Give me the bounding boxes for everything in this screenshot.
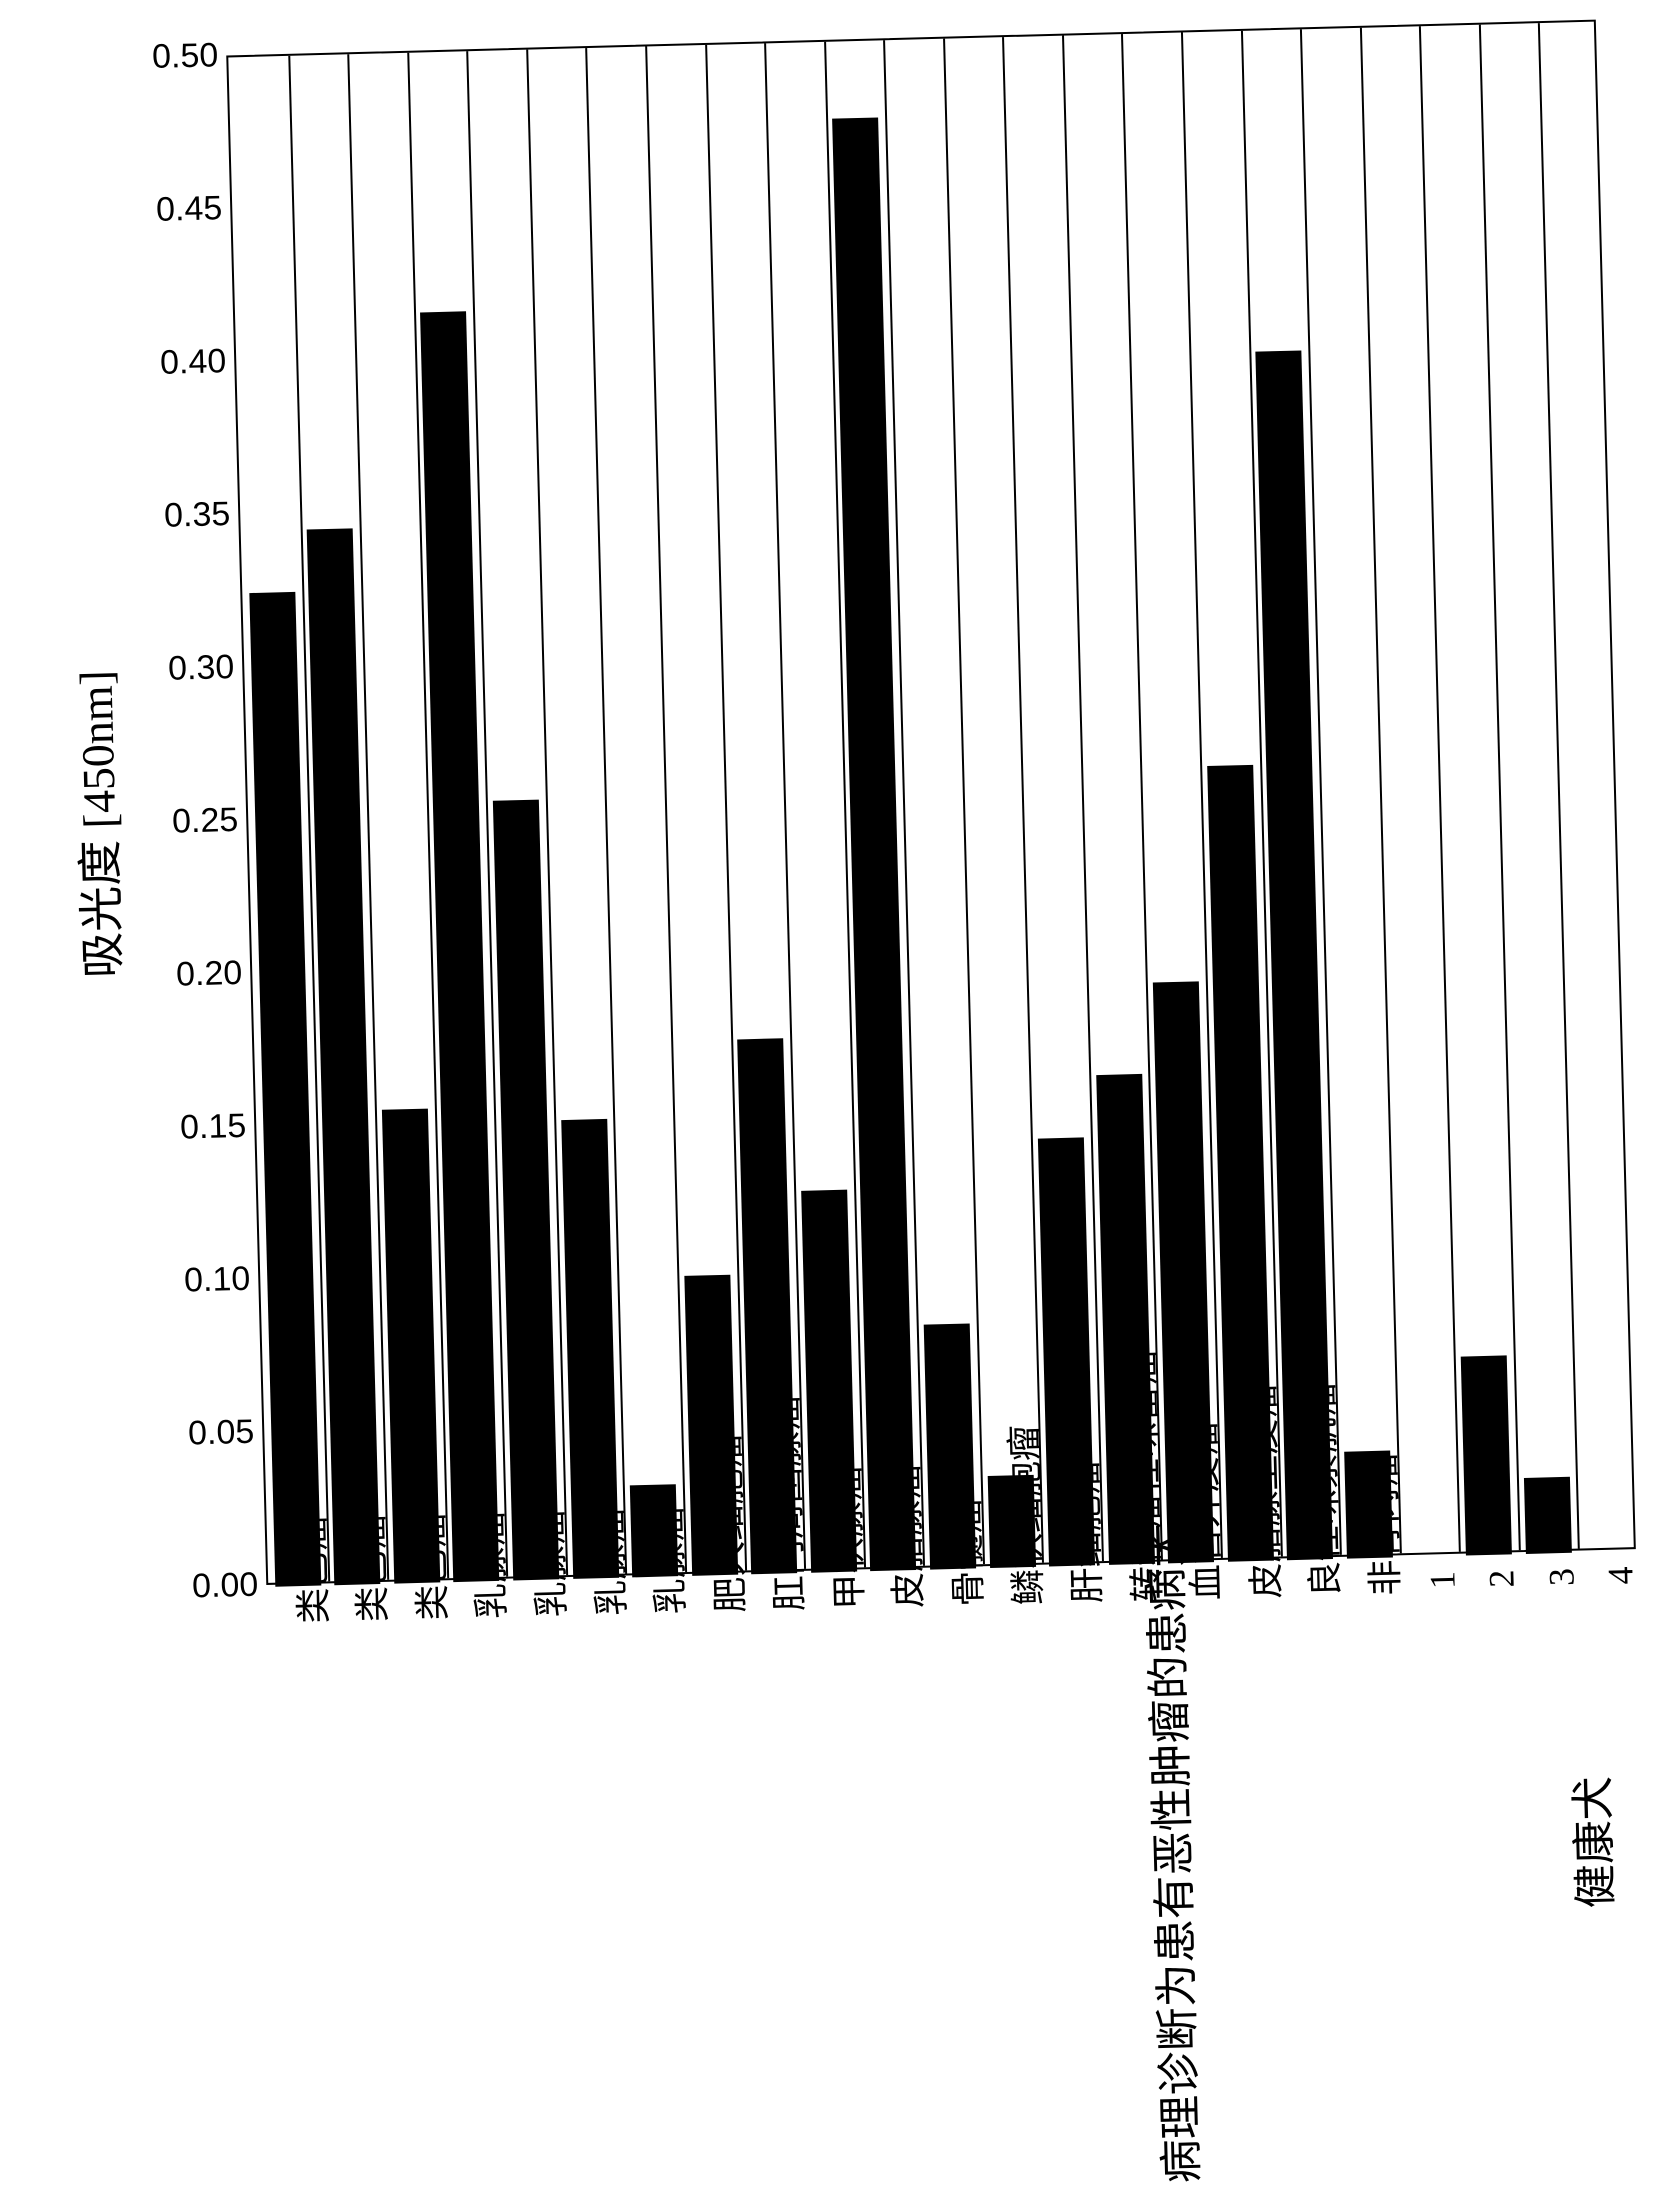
category-label: 皮脂腺上皮瘤 [1232, 1382, 1290, 1599]
axis-tick-label: 0.10 [184, 1260, 251, 1301]
category-separator [1479, 25, 1521, 1551]
category-label: 2 [1480, 1569, 1522, 1588]
category-separator [1360, 28, 1402, 1554]
category-label: 鳞状细胞瘤 [995, 1424, 1052, 1605]
category-separator [1002, 37, 1044, 1563]
category-label: 肝细胞瘤 [1055, 1459, 1111, 1604]
category-label: 非骨肉瘤 [1353, 1451, 1409, 1596]
category-label: 乳腺癌 [520, 1509, 575, 1618]
category-label: 甲状腺癌 [817, 1465, 873, 1610]
axis-tick-label: 0.35 [164, 495, 231, 536]
group-label: 病理诊断为患有恶性肿瘤的患病犬 [1129, 1523, 1210, 2184]
axis-tick-label: 0.45 [156, 189, 223, 230]
axis-tick-label: 0.50 [152, 36, 219, 77]
axis-tick-label: 0.00 [192, 1566, 259, 1607]
category-label: 乳腺癌 [640, 1506, 695, 1615]
category-label: 类巴癌 [342, 1514, 397, 1623]
plot-box [226, 20, 1636, 1585]
category-label: 骨髓癌 [937, 1498, 992, 1607]
axis-tick-label: 0.25 [172, 801, 239, 842]
category-label: 3 [1540, 1568, 1582, 1587]
category-label: 肥大细胞瘤 [697, 1432, 754, 1613]
axis-tick-label: 0.30 [168, 648, 235, 689]
bar [307, 529, 381, 1586]
axis-tick-label: 0.05 [188, 1413, 255, 1454]
axis-tick-label: 0.40 [160, 342, 227, 383]
category-label: 类巴癌 [282, 1515, 337, 1624]
category-label: 类巴癌 [401, 1512, 456, 1621]
category-separator [1419, 26, 1461, 1552]
category-label: 良性味素肌瘤 [1292, 1381, 1350, 1598]
bar [1585, 1551, 1631, 1552]
axis-tick-label: 0.20 [176, 954, 243, 995]
axis-tick-label: 0.15 [180, 1107, 247, 1148]
category-label: 乳腺癌 [461, 1510, 516, 1619]
bar [1406, 1556, 1452, 1557]
category-label: 乳腺癌 [580, 1507, 635, 1616]
category-label: 4 [1599, 1566, 1641, 1585]
category-separator [1538, 23, 1580, 1549]
bar-chart: 吸光度 [450nm] 0.00 0.05 0.10 0.15 0.20 0.25 0.30… [16, 20, 1643, 1891]
bar [1461, 1356, 1512, 1556]
y-axis-title: 吸光度 [450nm] [59, 669, 133, 979]
plot-area [226, 20, 1636, 1585]
category-separator [645, 46, 687, 1572]
category-label: 肛门周围腺癌 [756, 1395, 814, 1612]
category-label: 皮脂腺癌 [877, 1464, 933, 1609]
group-label: 健康犬 [1557, 1776, 1624, 1910]
bar [1524, 1476, 1572, 1554]
category-label: 1 [1421, 1571, 1463, 1590]
